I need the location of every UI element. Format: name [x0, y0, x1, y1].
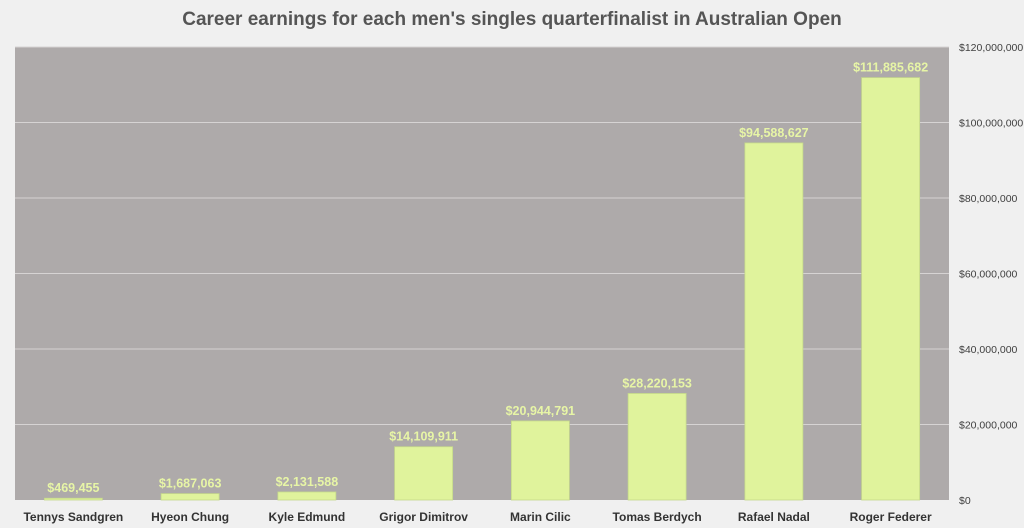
bar: [510, 420, 570, 501]
x-tick-label: Hyeon Chung: [151, 510, 229, 524]
y-tick-label: $80,000,000: [959, 193, 1018, 205]
y-tick-label: $100,000,000: [959, 118, 1023, 130]
y-tick-label: $120,000,000: [959, 42, 1023, 54]
x-tick-label: Rafael Nadal: [738, 510, 810, 524]
y-tick-label: $60,000,000: [959, 269, 1018, 281]
chart-title: Career earnings for each men's singles q…: [182, 9, 842, 30]
x-tick-label: Tennys Sandgren: [23, 510, 123, 524]
x-tick-label: Grigor Dimitrov: [379, 510, 468, 524]
gridlines: [15, 46, 949, 425]
bars: [43, 77, 921, 501]
data-label: $94,588,627: [739, 126, 809, 140]
bar: [861, 77, 921, 501]
data-label: $111,885,682: [853, 61, 928, 75]
data-label: $28,220,153: [622, 376, 692, 390]
x-tick-label: Kyle Edmund: [269, 510, 346, 524]
bar: [744, 142, 804, 501]
x-tick-label: Marin Cilic: [510, 510, 571, 524]
y-tick-label: $20,000,000: [959, 420, 1018, 432]
bar: [627, 393, 687, 501]
y-axis-labels: $0 $20,000,000 $40,000,000 $60,000,000 $80,0…: [959, 42, 1023, 507]
data-labels: $469,455 $1,687,063 $2,131,588 $14,109,911 $…: [47, 61, 928, 496]
data-label: $20,944,791: [506, 404, 576, 418]
bar: [277, 491, 337, 501]
data-label: $14,109,911: [389, 430, 458, 444]
data-label: $1,687,063: [159, 477, 222, 491]
data-label: $2,131,588: [276, 475, 339, 489]
bar: [43, 497, 103, 501]
x-tick-label: Roger Federer: [850, 510, 932, 524]
x-tick-label: Tomas Berdych: [613, 510, 702, 524]
y-tick-label: $40,000,000: [959, 344, 1018, 356]
data-label: $469,455: [47, 481, 99, 495]
x-axis-labels: Tennys Sandgren Hyeon Chung Kyle Edmund Gri…: [23, 510, 931, 524]
bar: [394, 446, 454, 501]
y-tick-label: $0: [959, 495, 971, 507]
bar: [160, 493, 220, 501]
